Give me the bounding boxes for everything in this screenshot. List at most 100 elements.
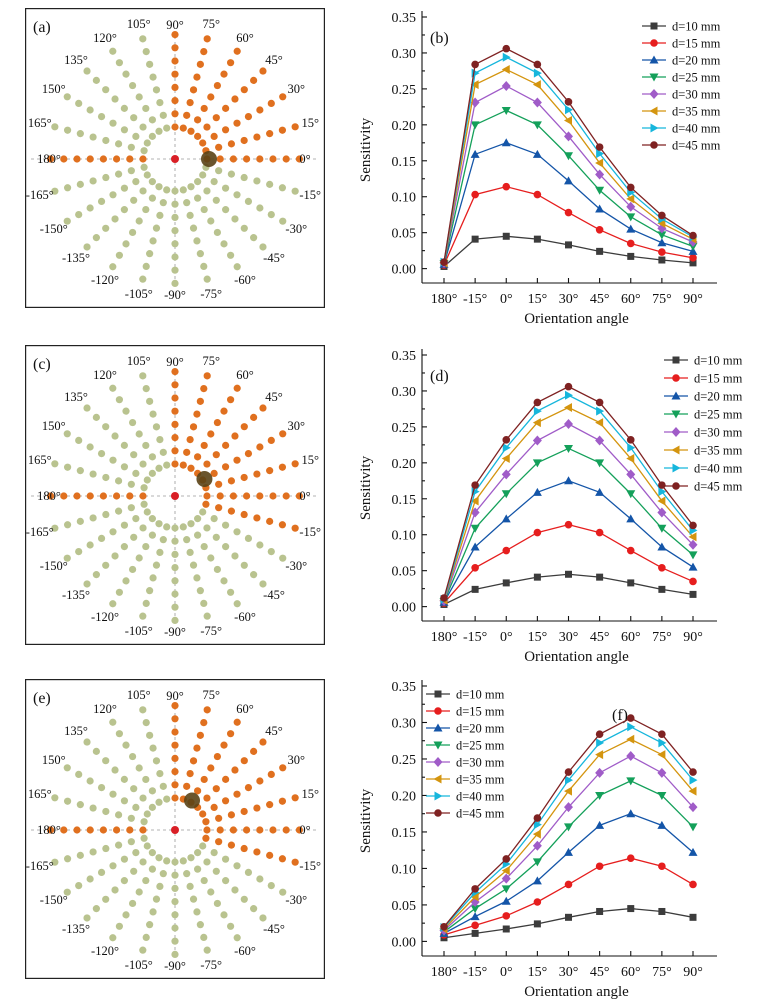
data-point xyxy=(564,823,573,832)
sensor-dot xyxy=(171,550,179,558)
sensor-dot-active xyxy=(282,155,290,163)
data-point xyxy=(532,840,542,851)
sensor-dot xyxy=(142,104,150,113)
data-point xyxy=(471,190,479,199)
sensor-dot xyxy=(203,524,211,532)
data-point xyxy=(626,751,636,762)
sensor-dot-active xyxy=(266,851,274,859)
sensor-dot xyxy=(122,911,130,919)
sensor-dot xyxy=(63,93,71,101)
sensor-dot-active xyxy=(171,781,179,789)
series-group xyxy=(440,905,697,942)
sensor-dot xyxy=(259,580,267,588)
y-tick-label: 0.15 xyxy=(392,155,417,170)
sensor-dot-active xyxy=(210,132,218,140)
data-point xyxy=(471,885,479,893)
sensor-dot xyxy=(171,884,179,892)
sensor-dot xyxy=(89,514,97,522)
sensor-dot xyxy=(111,215,119,223)
angle-label: -90° xyxy=(164,288,186,302)
x-tick-label: 180° xyxy=(431,965,458,980)
sensor-dot xyxy=(97,534,106,542)
sensor-dot-active xyxy=(189,86,198,94)
sensor-dot xyxy=(142,542,150,551)
data-point xyxy=(502,579,510,587)
sensor-dot xyxy=(148,132,156,140)
sensor-dot-active xyxy=(203,794,211,802)
sensor-dot xyxy=(196,921,204,929)
data-point xyxy=(626,469,636,480)
sensor-dot xyxy=(155,520,163,528)
sensor-dot xyxy=(200,205,208,214)
angle-label: 75° xyxy=(202,17,220,31)
sensor-dot xyxy=(233,600,241,608)
sensor-dot xyxy=(156,98,164,107)
series-group xyxy=(440,854,697,939)
sensor-dot xyxy=(203,275,211,283)
sensor-dot-active xyxy=(266,130,274,138)
sensor-dot xyxy=(171,577,179,585)
sensor-dot xyxy=(102,561,110,569)
chart-panel-d: (d) 0.00 0.05 0.10 0.15 0.20 0.25 0.30 0.35 180° -… xyxy=(340,343,760,665)
data-point xyxy=(688,246,698,255)
sensor-dot-active xyxy=(267,770,275,778)
data-point xyxy=(595,435,605,446)
sensor-dot xyxy=(244,534,253,542)
angle-label: 120° xyxy=(93,368,117,382)
sensor-dot-active xyxy=(240,473,248,482)
data-point xyxy=(564,98,573,106)
x-tick-label: 0° xyxy=(500,630,513,645)
sensor-dot-active xyxy=(203,460,211,468)
series-group xyxy=(440,52,698,267)
sensor-dot xyxy=(102,136,110,145)
angle-label: -165° xyxy=(26,859,54,873)
data-point xyxy=(596,907,604,915)
data-point xyxy=(658,730,666,738)
sensor-dot xyxy=(222,543,230,551)
data-point xyxy=(627,443,636,453)
sensor-dot-active xyxy=(244,784,253,792)
sensor-dot-active xyxy=(231,95,239,103)
legend-marker xyxy=(433,741,443,750)
sensor-dot-active xyxy=(86,826,94,834)
sensor-dot xyxy=(120,463,129,471)
data-point xyxy=(501,81,511,92)
sensor-dot xyxy=(142,718,150,727)
data-point xyxy=(595,528,604,537)
sensor-dot xyxy=(199,171,207,179)
sensor-dot xyxy=(199,842,207,850)
sensor-dot xyxy=(186,548,194,557)
y-tick-label: 0.25 xyxy=(392,753,417,768)
sensor-dot xyxy=(139,612,147,620)
data-point xyxy=(626,224,636,233)
sensor-dot xyxy=(63,463,72,471)
sensor-dot xyxy=(51,858,59,866)
sensor-dot-active xyxy=(259,404,267,412)
sensor-dot xyxy=(267,882,275,890)
sensor-dot-active xyxy=(266,517,274,525)
sensor-dot xyxy=(179,857,187,865)
sensitivity-chart-b: (b) 0.00 0.05 0.10 0.15 0.20 0.25 0.30 0.35 180° -… xyxy=(358,11,721,327)
sensor-dot-active xyxy=(253,133,261,141)
sensor-dot-active xyxy=(139,155,147,163)
sensor-dot-active xyxy=(203,372,211,380)
sensor-dot xyxy=(135,764,143,772)
sensor-dot xyxy=(199,508,207,516)
sensor-dot-active xyxy=(171,794,179,802)
sensor-dot xyxy=(148,865,156,873)
legend-label: d=35 mm xyxy=(694,444,743,458)
sensor-dot-active xyxy=(171,57,179,65)
y-tick-label: 0.10 xyxy=(392,191,417,206)
data-point xyxy=(532,858,542,867)
sensor-dot xyxy=(149,237,157,245)
sensor-dot xyxy=(111,552,119,560)
sensor-dot xyxy=(83,67,91,75)
sensor-dot-active xyxy=(229,826,237,834)
sensor-dot xyxy=(122,407,130,415)
sensor-dot xyxy=(187,183,195,191)
sensor-dot-active xyxy=(47,826,55,834)
sensor-dot xyxy=(213,899,221,908)
sensor-dot-active xyxy=(126,492,134,500)
sensor-dot-active xyxy=(73,826,81,834)
sensor-dot xyxy=(256,541,264,549)
